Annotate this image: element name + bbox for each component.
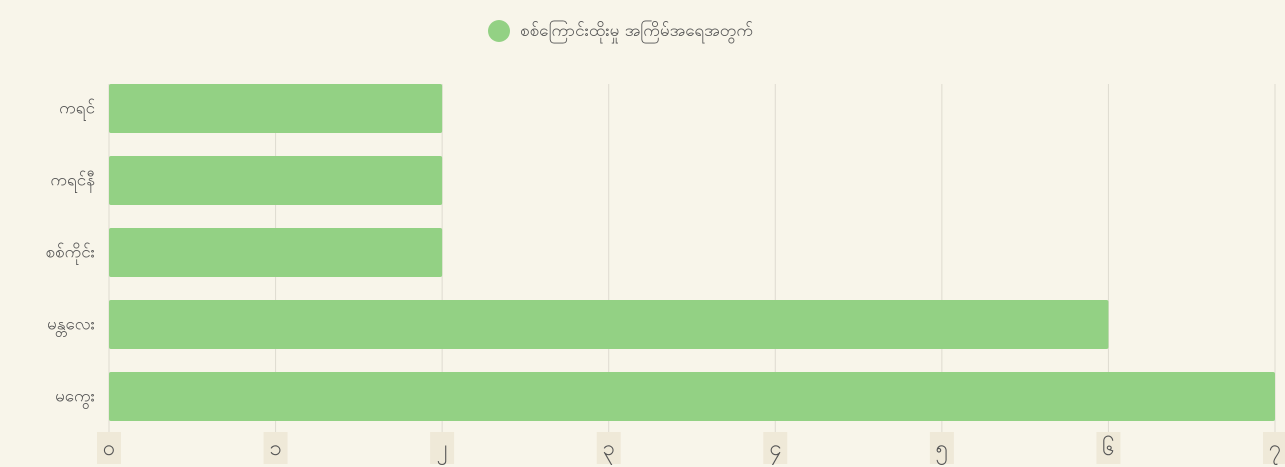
x-tick-bg <box>430 432 455 464</box>
x-tick-bg <box>763 432 788 464</box>
x-tick-label: ၂ <box>437 436 448 465</box>
bar <box>109 300 1109 349</box>
y-tick-label: မန္တလေး <box>47 315 95 338</box>
legend-label: စစ်ကြောင်းထိုးမှု အကြိမ်အရေအတွက် <box>520 19 753 44</box>
x-tick-bg <box>97 432 121 464</box>
x-tick-label: ၀ <box>103 436 115 461</box>
x-tick-label: ၇ <box>1269 436 1281 465</box>
x-tick-bg <box>596 432 621 464</box>
bar <box>109 84 443 133</box>
bar <box>109 372 1275 421</box>
x-tick-label: ၁ <box>269 436 281 461</box>
legend-swatch <box>488 20 510 42</box>
y-tick-label: ကရင်နီ <box>50 171 95 194</box>
y-tick-label: မကွေး <box>55 387 95 410</box>
x-tick-bg <box>1096 432 1121 464</box>
x-tick-bg <box>1263 432 1285 464</box>
bar <box>109 156 443 205</box>
y-tick-label: ကရင် <box>59 99 95 122</box>
x-tick-label: ၃ <box>603 436 615 465</box>
x-tick-label: ၄ <box>769 436 781 465</box>
x-tick-bg <box>929 432 954 464</box>
x-tick-bg <box>263 432 288 464</box>
x-tick-label: ၅ <box>936 436 948 465</box>
y-tick-label: စစ်ကိုင်း <box>45 243 95 266</box>
x-tick-label: ၆ <box>1102 435 1114 461</box>
bar <box>109 228 443 277</box>
